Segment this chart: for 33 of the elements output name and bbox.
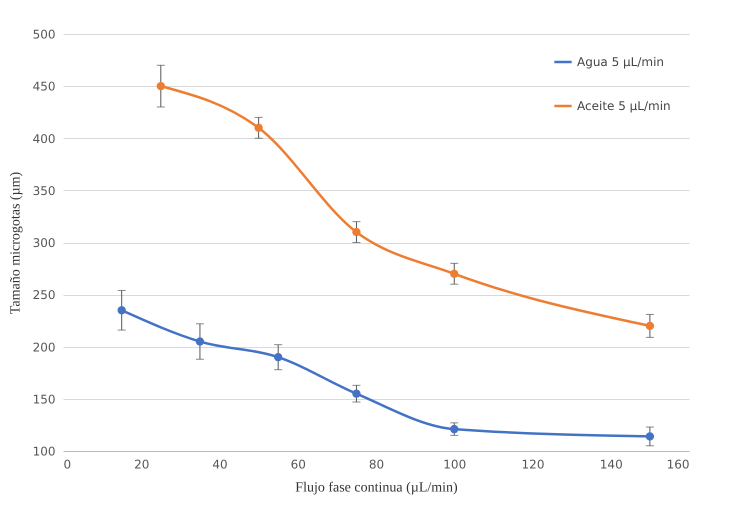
point [254,124,263,132]
y-tick-label: 450 [32,80,56,94]
point [352,389,361,398]
x-tick-label: 0 [64,458,72,472]
point [156,82,165,90]
point [352,228,361,236]
x-tick-label: 100 [443,458,466,472]
x-tick-label: 80 [368,458,384,472]
y-tick-label: 350 [32,184,56,198]
legend-label: Agua 5 µL/min [577,55,664,69]
point [646,322,654,330]
point [450,270,458,278]
y-tick-label: 100 [32,444,56,458]
x-axis-title: Flujo fase continua (µL/min) [295,480,458,496]
y-tick-label: 500 [32,28,56,42]
x-tick-label: 140 [600,458,623,472]
y-tick-label: 250 [32,288,56,302]
point [450,424,458,434]
point [118,306,126,314]
y-axis-title: Tamaño microgotas (µm) [8,171,24,314]
x-tick-label: 60 [290,458,306,472]
point [646,432,654,441]
legend-label: Aceite 5 µL/min [577,99,671,113]
y-tick-label: 150 [32,392,56,406]
x-tick-label: 120 [522,458,544,472]
x-tick-label: 160 [666,458,690,472]
y-tick-label: 400 [32,132,56,146]
y-tick-label: 300 [32,236,56,250]
y-tick-label: 200 [32,340,56,354]
point [274,353,282,362]
x-tick-label: 40 [212,458,228,472]
point [196,337,204,346]
x-tick-label: 20 [134,458,150,472]
